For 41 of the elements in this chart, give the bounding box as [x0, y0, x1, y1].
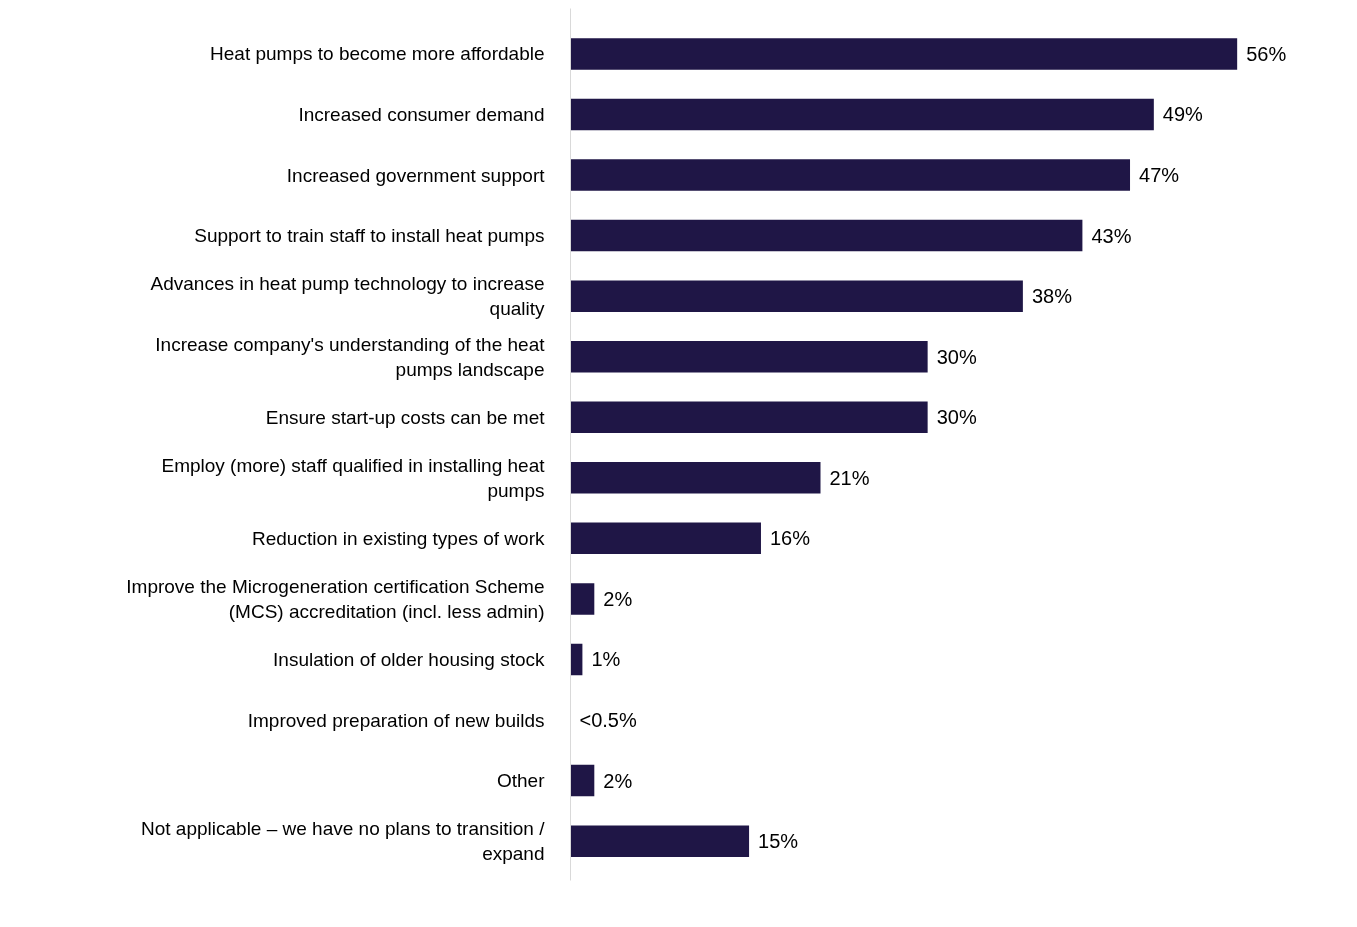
y-tick-label: Improve the Microgeneration certification Scheme (MCS) accreditation (incl. less admin) — [126, 575, 545, 623]
data-label: 1% — [591, 648, 621, 671]
data-label: 38% — [1031, 285, 1073, 308]
data-label: 16% — [769, 527, 811, 550]
bar — [570, 159, 1131, 191]
bar — [570, 401, 928, 433]
data-label: 49% — [1162, 103, 1204, 126]
y-tick-label: Insulation of older housing stock — [273, 648, 545, 670]
bar — [570, 643, 583, 676]
y-tick-label: Advances in heat pump technology to increase quality — [150, 273, 545, 320]
y-tick-label: Increase company's understanding of the heat pumps landscape — [155, 333, 546, 380]
bar — [570, 583, 595, 615]
y-tick-label: Ensure start-up costs can be met — [265, 406, 546, 428]
y-tick-label: Increased government support — [286, 164, 546, 186]
bar — [570, 219, 1083, 252]
bar — [570, 280, 1023, 312]
data-label: 21% — [829, 466, 870, 489]
y-tick-label: Increased consumer demand — [298, 103, 545, 125]
data-label: 15% — [758, 830, 799, 853]
data-label: 2% — [603, 769, 633, 792]
data-label: 43% — [1091, 224, 1132, 247]
y-tick-label: Support to train staff to install heat pumps — [194, 225, 545, 247]
data-label: 47% — [1139, 164, 1180, 187]
y-tick-label: Heat pumps to become more affordable — [210, 43, 545, 65]
bar — [570, 462, 821, 494]
bar — [570, 825, 750, 857]
y-tick-label: Employ (more) staff qualified in installing heat pumps — [161, 454, 546, 501]
bar — [570, 98, 1154, 131]
data-label: <0.5% — [579, 709, 637, 732]
data-label: 56% — [1246, 42, 1287, 65]
y-tick-label: Improved preparation of new builds — [247, 709, 545, 731]
data-label: 2% — [603, 587, 633, 610]
bar — [570, 764, 595, 797]
bar — [570, 38, 1238, 70]
data-label: 30% — [936, 345, 977, 368]
y-tick-label: Other — [496, 770, 546, 792]
bar — [570, 522, 761, 555]
bar — [570, 340, 928, 373]
y-tick-label: Reduction in existing types of work — [251, 527, 545, 549]
y-tick-label: Not applicable – we have no plans to transition / expand — [141, 818, 546, 865]
data-label: 30% — [936, 406, 977, 429]
